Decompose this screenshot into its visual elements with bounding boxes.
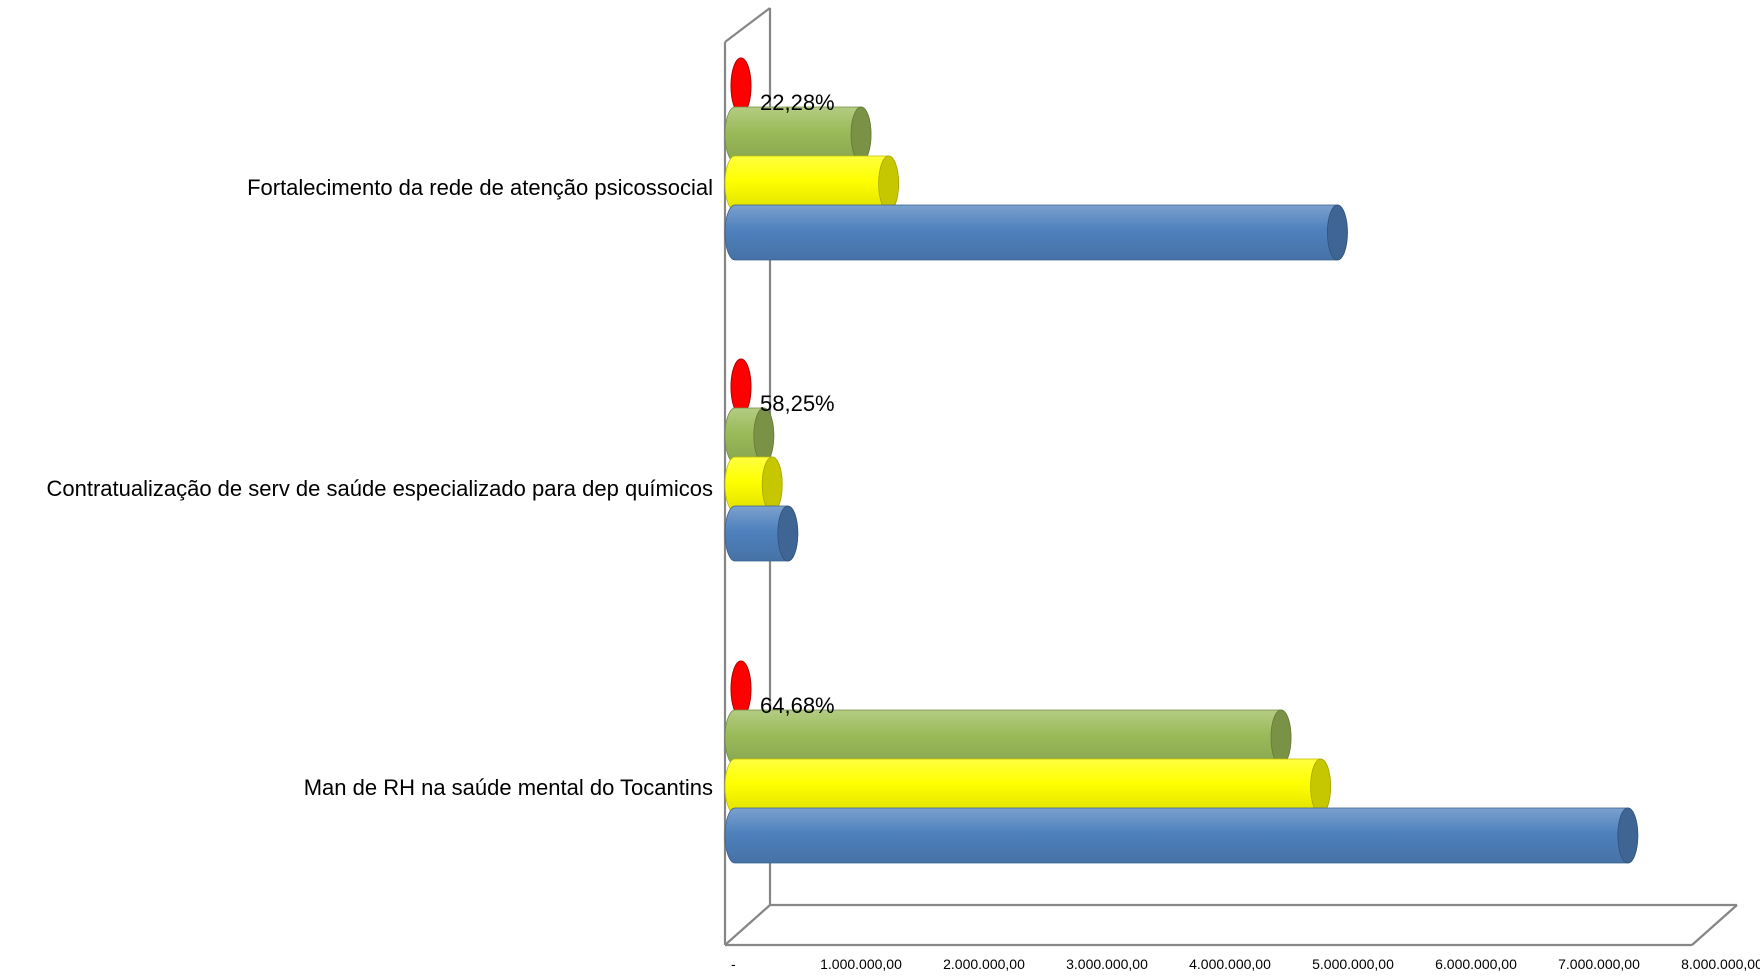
x-axis-ticks: - 1.000.000,00 2.000.000,00 3.000.000,00 4.0… <box>731 956 1760 972</box>
data-label-2: 58,25% <box>760 391 835 416</box>
category-label-2: Contratualização de serv de saúde especi… <box>46 476 713 501</box>
bar-2-series-4 <box>724 505 799 562</box>
x-tick-label-3: 3.000.000,00 <box>1066 956 1148 972</box>
x-tick-label-0: - <box>731 956 736 972</box>
bar-3-series-3 <box>724 758 1331 815</box>
bar-3-series-1 <box>730 660 752 718</box>
bars <box>724 57 1639 864</box>
bar-1-series-1 <box>730 57 752 115</box>
data-label-1: 22,28% <box>760 90 835 115</box>
bar-2-series-2 <box>724 407 775 464</box>
data-labels: 22,28% 58,25% 64,68% <box>760 90 835 718</box>
category-label-1: Fortalecimento da rede de atenção psicos… <box>247 175 713 200</box>
x-tick-label-4: 4.000.000,00 <box>1189 956 1271 972</box>
category-labels: Fortalecimento da rede de atenção psicos… <box>46 175 713 800</box>
x-tick-label-1: 1.000.000,00 <box>820 956 902 972</box>
x-tick-label-5: 5.000.000,00 <box>1312 956 1394 972</box>
bar-2-series-1 <box>730 358 752 416</box>
x-tick-label-2: 2.000.000,00 <box>943 956 1025 972</box>
bar-3-series-4 <box>724 807 1639 864</box>
bar-3-series-2 <box>724 709 1292 766</box>
bar-1-series-3 <box>724 155 899 212</box>
bar-2-series-3 <box>724 456 783 513</box>
x-tick-label-7: 7.000.000,00 <box>1558 956 1640 972</box>
x-tick-label-8: 8.000.000,00 <box>1681 956 1760 972</box>
bar-1-series-4 <box>724 204 1348 261</box>
x-tick-label-6: 6.000.000,00 <box>1435 956 1517 972</box>
data-label-3: 64,68% <box>760 693 835 718</box>
bar-1-series-2 <box>724 106 872 163</box>
category-label-3: Man de RH na saúde mental do Tocantins <box>304 775 713 800</box>
